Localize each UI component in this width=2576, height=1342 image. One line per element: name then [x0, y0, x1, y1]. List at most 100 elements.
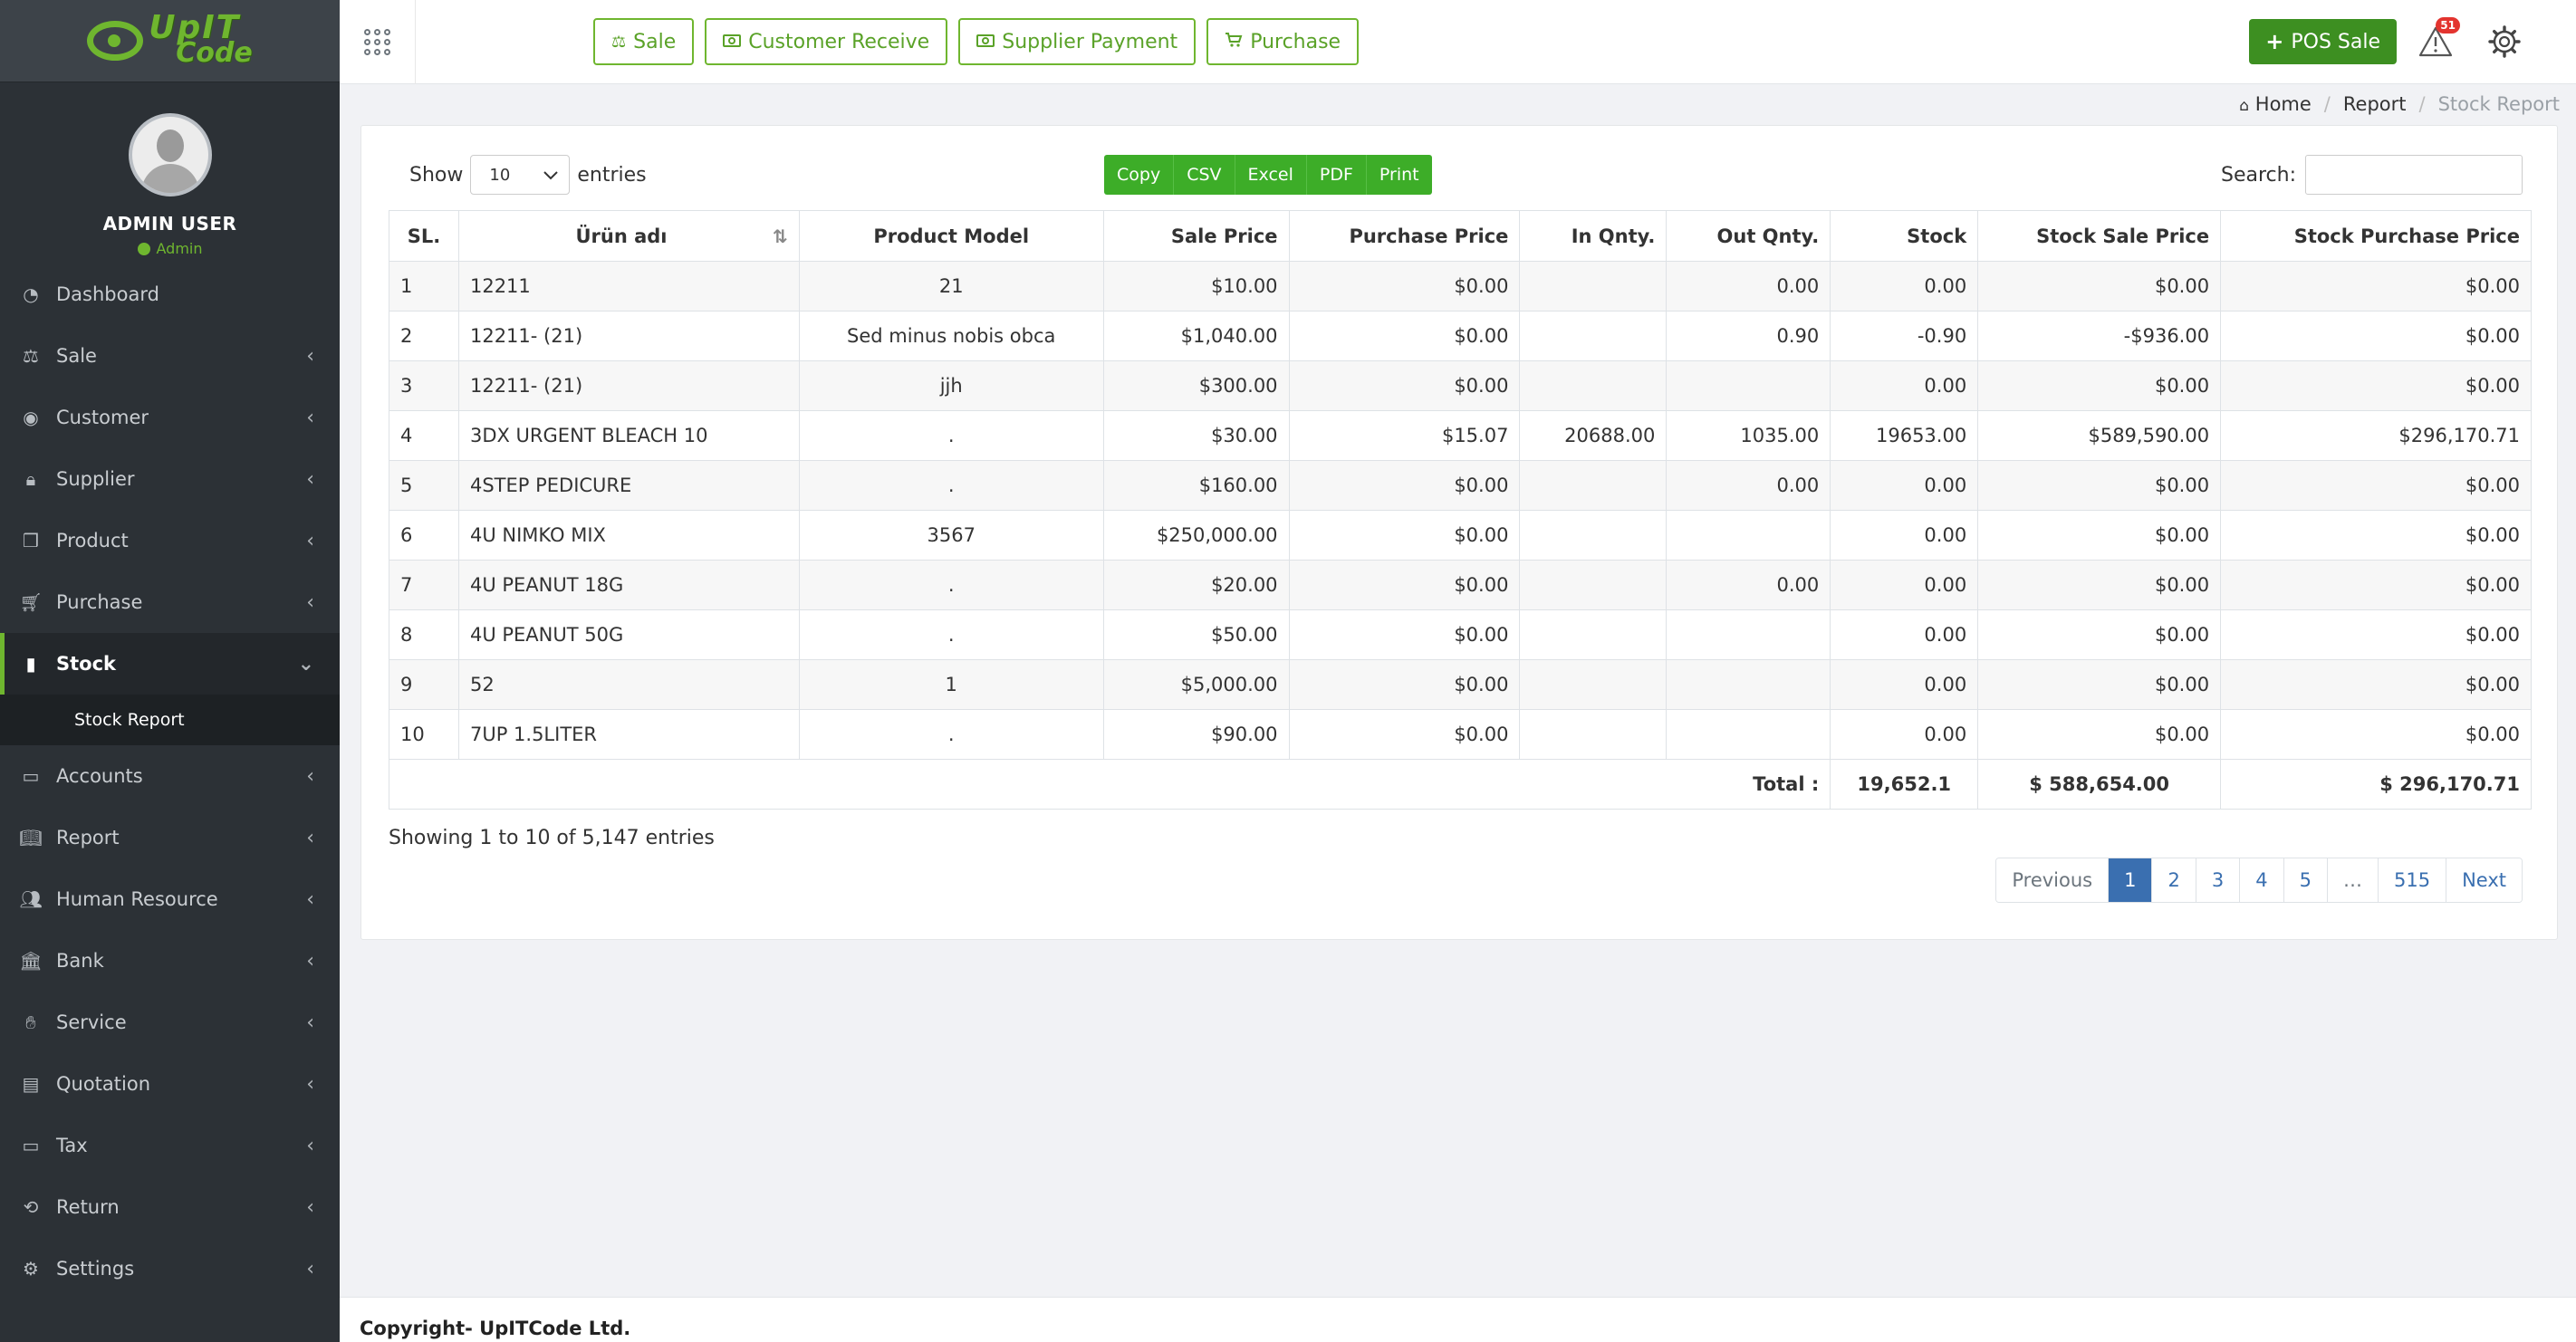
column-header[interactable]: Ürün adı ⇅	[457, 210, 800, 262]
sidebar-item-purchase[interactable]: 🛒︎ Purchase ‹	[0, 571, 340, 633]
page-length-select[interactable]: 10	[470, 155, 571, 195]
chevron-left-icon: ‹	[306, 467, 314, 491]
csv-button[interactable]: CSV	[1174, 155, 1235, 195]
quick-supplier-payment-button[interactable]: Supplier Payment	[958, 18, 1197, 65]
table-header-row: SL. Ürün adı ⇅ Product Model Sale Price Purch…	[389, 210, 2532, 262]
copyright-text: Copyright- UpITCode Ltd.	[360, 1318, 631, 1339]
table-row: 9 52 1 $5,000.00 $0.00 0.00 $0.00 $0.00	[389, 659, 2532, 710]
stock-report-table: SL. Ürün adı ⇅ Product Model Sale Price Purch…	[388, 210, 2532, 810]
quick-purchase-button[interactable]: Purchase	[1206, 18, 1360, 65]
pagination-page[interactable]: 515	[2378, 858, 2447, 902]
sidebar-item-human-resource[interactable]: 👥︎ Human Resource ‹	[0, 868, 340, 930]
column-header[interactable]: Stock Sale Price	[1977, 210, 2222, 262]
table-total-row: Total : 19,652.1 $ 588,654.00 $ 296,170.…	[388, 759, 2532, 810]
profile-role: Admin	[137, 240, 203, 257]
sidebar-item-label: Bank	[56, 950, 104, 972]
table-cell: 0.00	[1830, 510, 1979, 561]
brand-logo[interactable]: UpIT Code	[87, 12, 253, 67]
pagination-page[interactable]: 4	[2240, 858, 2284, 902]
excel-button[interactable]: Excel	[1235, 155, 1307, 195]
top-bar: ⚖ Sale Customer Receive Supplier Payment…	[340, 0, 2576, 84]
pagination-page[interactable]: 1	[2109, 858, 2153, 902]
pos-sale-button[interactable]: + POS Sale	[2249, 19, 2397, 64]
breadcrumb-home[interactable]: ⌂ Home	[2239, 93, 2312, 115]
bank-icon: 🏛︎	[19, 950, 43, 972]
pagination-page[interactable]: 3	[2196, 858, 2241, 902]
table-cell: $0.00	[2220, 609, 2532, 660]
column-header[interactable]: Purchase Price	[1288, 210, 1521, 262]
table-cell: 4U PEANUT 18G	[457, 560, 800, 610]
table-cell: 0.00	[1666, 261, 1831, 312]
settings-button[interactable]	[2475, 12, 2534, 72]
pagination-page[interactable]: 5	[2283, 858, 2328, 902]
sidebar-item-supplier[interactable]: 🔒︎ Supplier ‹	[0, 448, 340, 510]
table-cell: $296,170.71	[2220, 410, 2532, 461]
table-cell: .	[798, 709, 1104, 760]
sidebar-item-stock[interactable]: ▮ Stock ⌄	[0, 633, 340, 695]
sidebar-item-service[interactable]: ✋︎ Service ‹	[0, 992, 340, 1053]
table-cell: $15.07	[1288, 410, 1521, 461]
sidebar-item-return[interactable]: ⟲ Return ‹	[0, 1176, 340, 1238]
table-cell: $0.00	[1288, 460, 1521, 511]
table-cell: 7UP 1.5LITER	[457, 709, 800, 760]
table-cell: $50.00	[1102, 609, 1290, 660]
chevron-down-icon: ⌄	[297, 652, 314, 676]
sidebar-item-accounts[interactable]: ▭ Accounts ‹	[0, 745, 340, 807]
apps-menu-button[interactable]	[340, 0, 416, 84]
service-icon: ✋︎	[25, 1011, 36, 1033]
chevron-left-icon: ‹	[306, 826, 314, 849]
chevron-left-icon: ‹	[306, 344, 314, 368]
search-input[interactable]	[2305, 155, 2523, 195]
column-header[interactable]: Out Qnty.	[1666, 210, 1831, 262]
alert-notification-button[interactable]: 51	[2406, 12, 2465, 72]
total-label: Total :	[388, 759, 1831, 810]
logo-bar: UpIT Code	[0, 0, 340, 82]
table-cell: $0.00	[2220, 709, 2532, 760]
sidebar-item-product[interactable]: ❒ Product ‹	[0, 510, 340, 571]
pagination-previous[interactable]: Previous	[1996, 858, 2110, 902]
sidebar-subitem-stock-report[interactable]: Stock Report	[0, 695, 340, 745]
pagination-page[interactable]: 2	[2152, 858, 2196, 902]
table-cell: 0.00	[1830, 659, 1979, 710]
sidebar-item-bank[interactable]: 🏛︎ Bank ‹	[0, 930, 340, 992]
sidebar-item-dashboard[interactable]: ◔ Dashboard	[0, 264, 340, 325]
sidebar-item-sale[interactable]: ⚖ Sale ‹	[0, 325, 340, 387]
column-header[interactable]: Stock Purchase Price	[2220, 210, 2532, 262]
chevron-left-icon: ‹	[306, 1195, 314, 1219]
pagination-next[interactable]: Next	[2446, 858, 2522, 902]
sidebar-item-tax[interactable]: ▭ Tax ‹	[0, 1115, 340, 1176]
sidebar-item-quotation[interactable]: ▤ Quotation ‹	[0, 1053, 340, 1115]
table-row: 10 7UP 1.5LITER. $90.00 $0.00 0.00 $0.00 $0.00	[389, 709, 2532, 760]
table-info: Showing 1 to 10 of 5,147 entries	[389, 827, 715, 849]
column-header[interactable]: SL.	[389, 210, 459, 262]
dashboard-icon: ◔	[23, 283, 39, 305]
show-label: Show	[409, 163, 464, 187]
sidebar-item-report[interactable]: 📖︎ Report ‹	[0, 807, 340, 868]
column-header[interactable]: Sale Price	[1102, 210, 1290, 262]
quotation-icon: ▤	[22, 1073, 40, 1095]
table-cell	[1519, 560, 1668, 610]
print-button[interactable]: Print	[1366, 155, 1432, 195]
bar-chart-icon: ▮	[25, 653, 36, 675]
sidebar-item-label: Product	[56, 530, 129, 551]
column-header[interactable]: Product Model	[798, 210, 1104, 262]
table-cell: 0.90	[1666, 311, 1831, 361]
column-header[interactable]: Stock	[1830, 210, 1979, 262]
pagination-ellipsis: …	[2327, 858, 2379, 902]
pdf-button[interactable]: PDF	[1306, 155, 1367, 195]
sidebar-item-settings[interactable]: ⚙ Settings ‹	[0, 1238, 340, 1299]
sidebar-item-customer[interactable]: ◉ Customer ‹	[0, 387, 340, 448]
column-header[interactable]: In Qnty.	[1519, 210, 1668, 262]
table-search: Search:	[2221, 155, 2523, 195]
table-cell: 4U PEANUT 50G	[457, 609, 800, 660]
table-cell: 8	[389, 609, 459, 660]
show-entries: Show 10 entries	[409, 155, 647, 195]
table-cell: 3	[389, 360, 459, 411]
table-cell: -0.90	[1830, 311, 1979, 361]
copy-button[interactable]: Copy	[1104, 155, 1175, 195]
breadcrumb-report[interactable]: Report	[2342, 93, 2407, 115]
money-icon	[723, 33, 742, 52]
quick-customer-receive-button[interactable]: Customer Receive	[705, 18, 948, 65]
quick-sale-button[interactable]: ⚖ Sale	[593, 18, 695, 65]
table-cell: 0.00	[1666, 460, 1831, 511]
